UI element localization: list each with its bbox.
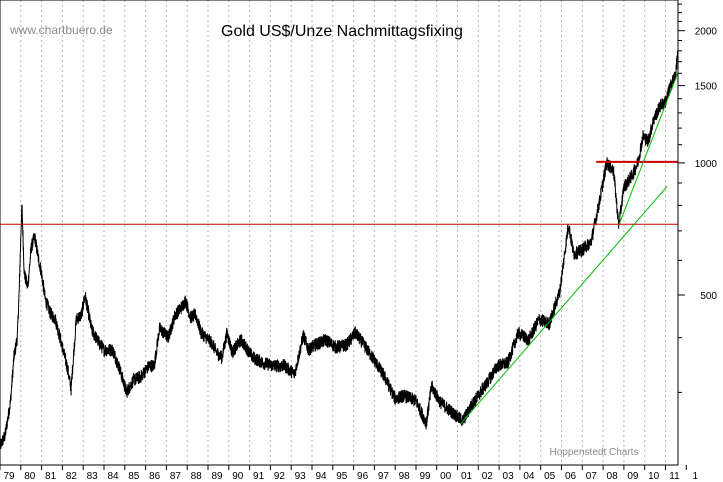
source-note: Hoppenstedt Charts	[550, 447, 639, 458]
plot-frame	[0, 0, 679, 466]
x-tick-label: 91	[253, 471, 265, 482]
x-tick-label: 10	[648, 471, 660, 482]
x-tick-label: 95	[336, 471, 348, 482]
x-tick-label: 01	[461, 471, 473, 482]
x-tick-label: 93	[295, 471, 307, 482]
y-axis-ticks: 500 1000 1500 2000	[678, 3, 718, 393]
x-tick-label: 89	[211, 471, 223, 482]
x-tick-label: 11	[669, 471, 680, 482]
x-tick-label: 03	[503, 471, 515, 482]
trendline-steep	[618, 73, 679, 226]
chart-title: Gold US$/Unze Nachmittagsfixing	[221, 23, 463, 40]
y-tick-label: 1500	[695, 82, 718, 93]
x-tick-label: 08	[607, 471, 619, 482]
x-tick-label: 80	[24, 471, 36, 482]
x-tick-label: 99	[419, 471, 431, 482]
green-trendlines	[460, 73, 679, 424]
x-tick-label: 09	[627, 471, 639, 482]
y-tick-label: 1000	[695, 159, 718, 170]
trendline-long	[460, 185, 668, 424]
x-tick-label: 00	[440, 471, 452, 482]
gold-price-line	[0, 50, 679, 449]
x-tick-label: 90	[232, 471, 244, 482]
x-tick-label: 92	[274, 471, 286, 482]
x-tick-label: 81	[45, 471, 57, 482]
x-tick-label: 07	[586, 471, 598, 482]
x-tick-label: 05	[544, 471, 556, 482]
x-tick-label: 96	[357, 471, 369, 482]
watermark: www.chartbuero.de	[9, 23, 113, 37]
x-tick-label: 02	[482, 471, 494, 482]
horizontal-red-lines	[0, 160, 678, 225]
y-tick-label: 2000	[695, 27, 718, 38]
price-series	[0, 50, 679, 449]
x-tick-label: 88	[191, 471, 203, 482]
x-axis-ticks: 79 80 81 82 83 84 85 86 87 88 89 90 91 92 93 94 95 96 97 98…	[0, 465, 699, 482]
x-tick-label: 84	[107, 471, 119, 482]
x-tick-label: 98	[399, 471, 411, 482]
x-tick-label: 06	[565, 471, 577, 482]
y-tick-label: 500	[700, 291, 717, 302]
x-tick-label: 86	[149, 471, 161, 482]
x-tick-label: 85	[128, 471, 140, 482]
x-tick-label: 83	[87, 471, 99, 482]
x-tick-label: 04	[523, 471, 535, 482]
x-tick-label: 79	[3, 471, 15, 482]
x-tick-label: 97	[378, 471, 390, 482]
x-tick-label: 87	[170, 471, 182, 482]
x-tick-label: 94	[315, 471, 327, 482]
x-tick-label: 1	[693, 471, 699, 482]
x-tick-label: 82	[66, 471, 78, 482]
